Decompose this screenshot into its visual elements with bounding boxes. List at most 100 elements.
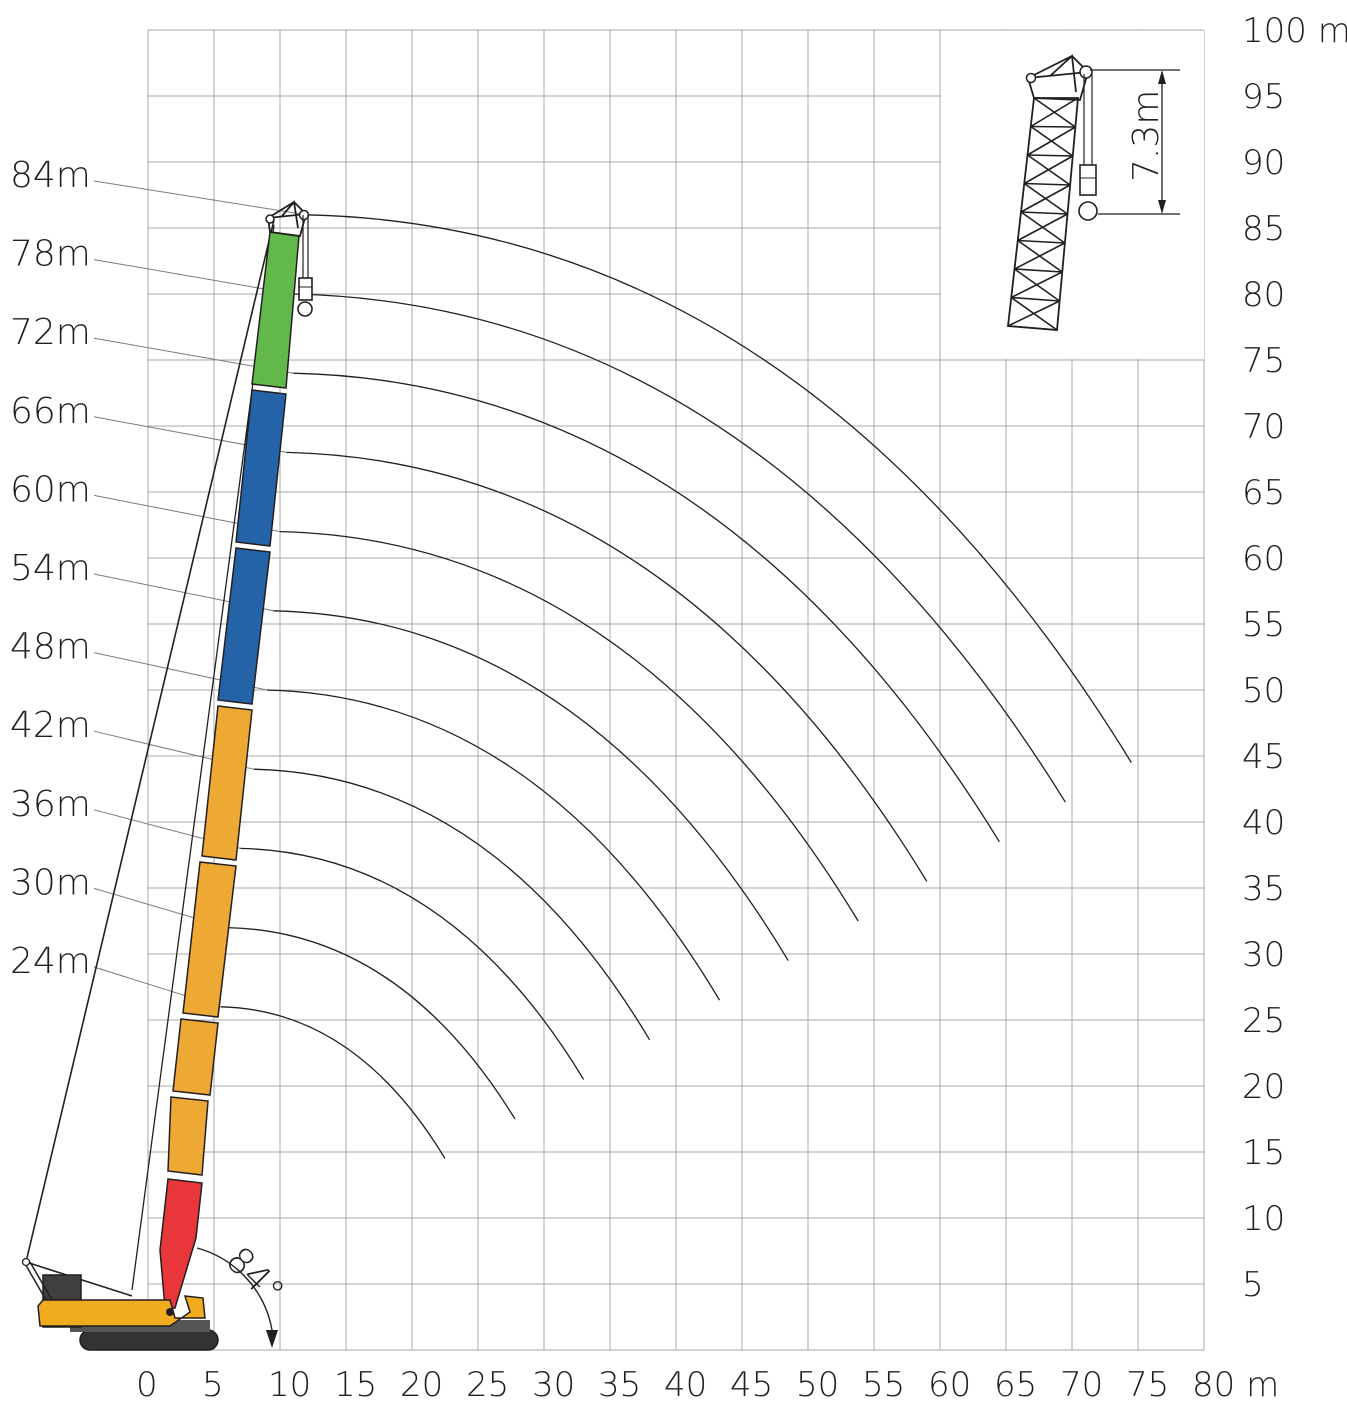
range-curve — [227, 926, 516, 1120]
mast-top — [21, 1257, 31, 1267]
x-tick-label: 30 — [532, 1365, 575, 1405]
lattice-rung — [1024, 182, 1071, 186]
range-curve — [293, 293, 1066, 803]
boom-length-label: 66m — [10, 391, 91, 432]
x-tick-label: 20 — [400, 1365, 443, 1405]
boom-length-label: 30m — [10, 862, 91, 903]
y-tick-label: 60 — [1242, 539, 1285, 579]
boom-tip-section — [251, 231, 300, 389]
range-curve — [240, 847, 585, 1080]
crawler-crane-body — [21, 1257, 219, 1351]
lattice-brace — [1020, 184, 1071, 213]
x-tick-label: 55 — [862, 1365, 905, 1405]
lattice-rung — [1027, 154, 1073, 157]
range-curve — [286, 451, 928, 882]
range-curve — [273, 610, 789, 961]
pendant-line — [25, 219, 275, 1263]
y-tick-label: 5 — [1242, 1265, 1264, 1305]
x-tick-label: 40 — [664, 1365, 707, 1405]
crawler-tracks — [79, 1329, 219, 1351]
lattice-rung — [1020, 211, 1068, 215]
inset-background — [941, 31, 1204, 359]
boom-length-label: 60m — [10, 469, 91, 510]
boom-insert-2 — [172, 1018, 219, 1096]
y-tick-label: 30 — [1242, 935, 1285, 975]
boom-length-label: 84m — [10, 155, 91, 196]
mast — [23, 1261, 53, 1301]
range-curve — [266, 689, 721, 1001]
y-tick-label: 80 — [1242, 275, 1285, 315]
x-tick-label: 75 — [1126, 1365, 1169, 1405]
boom-length-label: 48m — [10, 627, 91, 668]
lattice-rung — [1030, 125, 1076, 128]
boom-insert-3 — [182, 861, 237, 1018]
boom-base-section — [159, 1178, 203, 1309]
dimension-arrow-down — [1158, 200, 1166, 214]
hook-block — [298, 277, 313, 301]
boom-length-label: 36m — [10, 784, 91, 825]
boom-length-label: 54m — [10, 548, 91, 589]
head-sheave-left — [265, 214, 275, 224]
lattice-brace — [1007, 300, 1060, 327]
y-tick-label: 75 — [1242, 341, 1285, 381]
x-tick-label: 35 — [598, 1365, 641, 1405]
y-tick-label: 45 — [1242, 737, 1285, 777]
y-tick-label: 25 — [1242, 1001, 1285, 1041]
range-curve — [306, 214, 1132, 763]
hook — [297, 301, 313, 317]
y-tick-label: 15 — [1242, 1133, 1285, 1173]
lattice-rung — [1017, 239, 1065, 244]
range-curve — [253, 768, 651, 1041]
x-tick-label: 80 m — [1192, 1365, 1279, 1405]
lattice-rung — [1011, 296, 1060, 302]
y-tick-label: 35 — [1242, 869, 1285, 909]
y-tick-label: 50 — [1242, 671, 1285, 711]
lattice-brace — [1023, 155, 1074, 185]
leader-line — [93, 180, 307, 216]
x-axis-ticks: 0 5 10 15 20 25 30 35 40 45 50 55 60 65 70 75 80 m — [136, 1365, 1279, 1405]
angle-arrow — [266, 1330, 278, 1348]
y-axis-ticks: 5 10 15 20 25 30 35 40 45 50 55 60 65 70 75 80 85 90 95 100… — [1242, 11, 1347, 1305]
crane-boom — [25, 199, 313, 1309]
y-tick-label: 40 — [1242, 803, 1285, 843]
y-tick-label: 90 — [1242, 143, 1285, 183]
range-curve — [293, 372, 1000, 843]
y-tick-label: 95 — [1242, 77, 1285, 117]
inset-jib-detail: 7.3m — [1007, 54, 1180, 331]
boom-foot-pin — [166, 1308, 174, 1316]
boom-length-label: 78m — [10, 234, 91, 275]
lattice-brace — [1010, 271, 1063, 299]
range-curve — [220, 1006, 446, 1159]
dimension-arrow-up — [1158, 70, 1166, 84]
lattice-rung — [1007, 325, 1058, 331]
boom-insert-5 — [217, 547, 271, 705]
x-tick-label: 0 — [136, 1365, 158, 1405]
boom-head — [266, 199, 308, 237]
y-tick-label: 70 — [1242, 407, 1285, 447]
x-tick-label: 25 — [466, 1365, 509, 1405]
lattice-brace — [1027, 126, 1076, 156]
x-tick-label: 45 — [730, 1365, 773, 1405]
range-curve — [279, 530, 859, 922]
head-sheave-right — [298, 209, 310, 221]
y-tick-label: 65 — [1242, 473, 1285, 513]
boom-insert-6 — [235, 389, 287, 547]
lattice-brace — [1017, 213, 1068, 242]
lattice-brace — [1014, 242, 1066, 270]
x-tick-label: 60 — [928, 1365, 971, 1405]
x-tick-label: 10 — [268, 1365, 311, 1405]
x-tick-label: 65 — [994, 1365, 1037, 1405]
x-tick-label: 15 — [334, 1365, 377, 1405]
working-range-curves — [220, 214, 1132, 1159]
dimension-label: 7.3m — [1126, 90, 1167, 182]
angle-arc — [196, 1247, 273, 1331]
x-tick-label: 50 — [796, 1365, 839, 1405]
lattice-rung — [1014, 268, 1063, 273]
y-tick-label: 20 — [1242, 1067, 1285, 1107]
inset-hook-block — [1079, 164, 1097, 196]
y-tick-label: 85 — [1242, 209, 1285, 249]
boom-length-label: 24m — [10, 941, 91, 982]
inset-sheave-left — [1025, 72, 1037, 84]
angle-label: 84° — [218, 1239, 292, 1313]
boom-insert-1 — [167, 1096, 209, 1176]
